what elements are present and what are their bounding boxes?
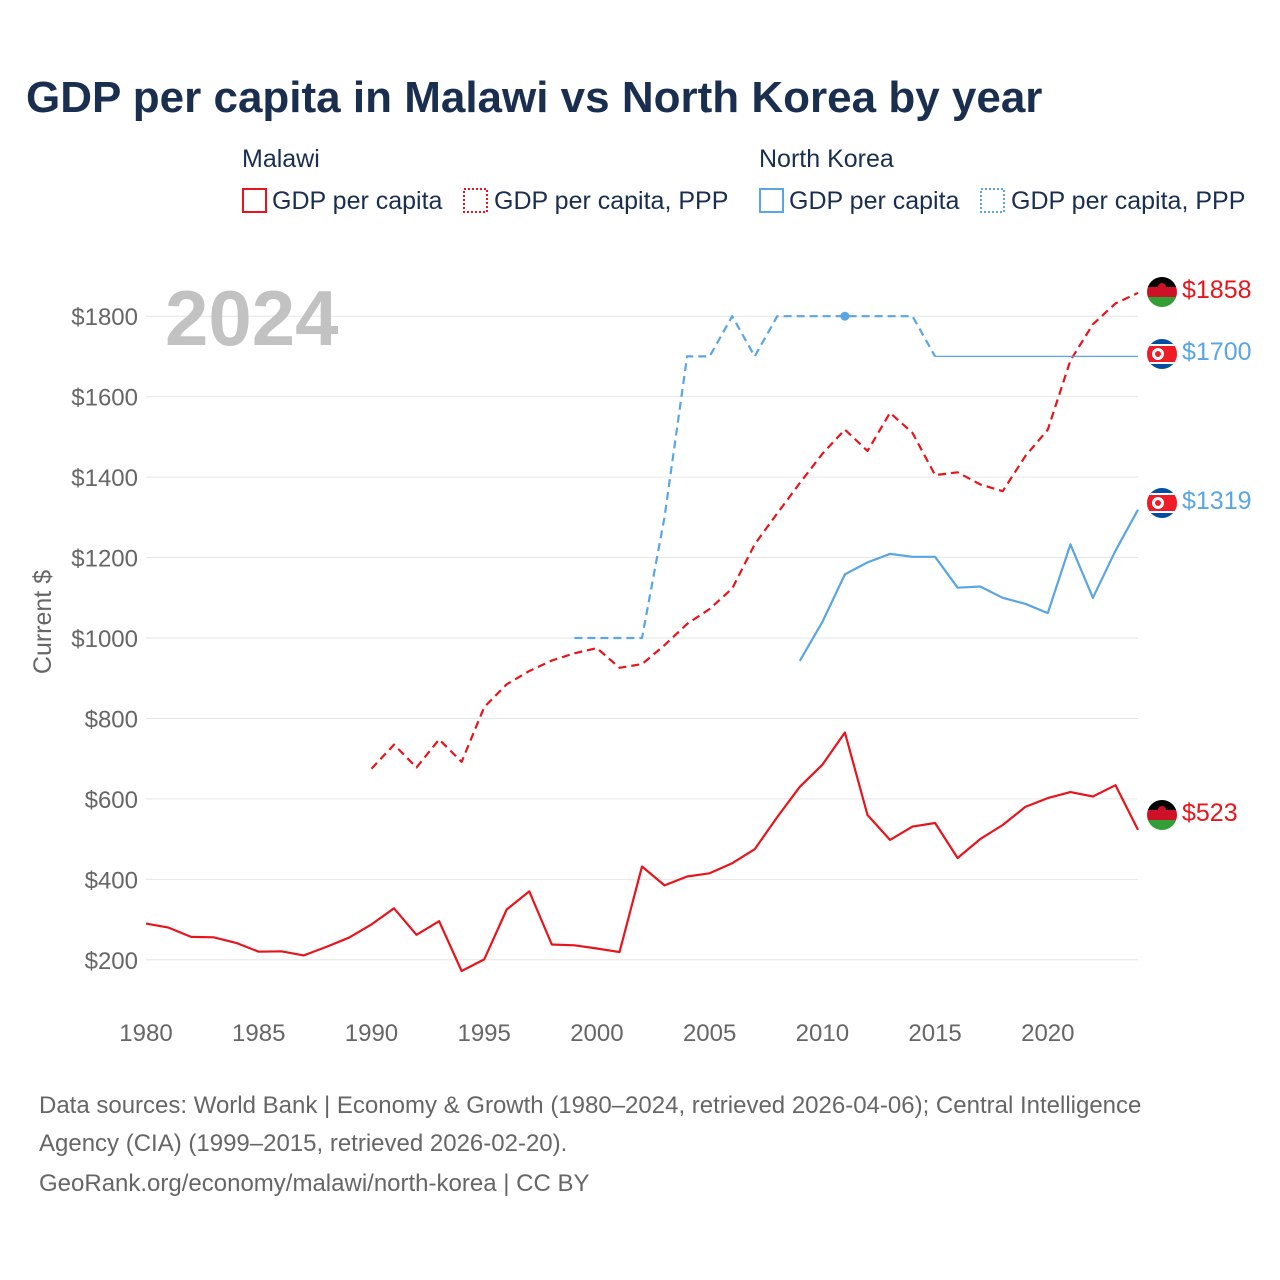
x-tick-label: 1990	[345, 1020, 398, 1047]
year-badge: 2024	[165, 274, 339, 362]
end-marker-nk-ppp: $1700	[1147, 338, 1252, 369]
x-tick-label: 2015	[908, 1020, 961, 1047]
series-line-0	[145, 731, 1139, 973]
x-tick-label: 2010	[796, 1020, 849, 1047]
legend-group-malawi: Malawi	[242, 145, 320, 173]
end-label-malawi-ppp: $1858	[1182, 276, 1252, 304]
legend-item-nk-gdp: GDP per capita	[789, 187, 960, 215]
source-line-2: Agency (CIA) (1999–2015, retrieved 2026-…	[39, 1130, 567, 1157]
legend-item-malawi-gdp: GDP per capita	[272, 187, 443, 215]
footer: Data sources: World Bank | Economy & Gro…	[39, 1092, 1141, 1197]
end-marker-malawi-ppp: $1858	[1147, 276, 1252, 307]
chart-title: GDP per capita in Malawi vs North Korea …	[26, 73, 1042, 122]
legend: Malawi GDP per capita GDP per capita, PP…	[242, 145, 1245, 215]
y-tick-label: $1200	[71, 546, 138, 573]
legend-swatch-malawi-gdp	[242, 188, 267, 213]
highlight-point	[840, 311, 850, 321]
x-tick-label: 1985	[232, 1020, 285, 1047]
legend-swatch-nk-ppp	[980, 188, 1005, 213]
y-tick-label: $1400	[71, 465, 138, 492]
y-tick-label: $1000	[71, 626, 138, 653]
north-korea-flag-icon	[1147, 488, 1177, 518]
legend-item-nk-ppp: GDP per capita, PPP	[1011, 187, 1245, 215]
series	[145, 291, 1139, 973]
source-credit-link[interactable]: GeoRank.org/economy/malawi/north-korea |…	[39, 1170, 589, 1197]
series-line-1	[370, 291, 1139, 770]
source-line-1: Data sources: World Bank | Economy & Gro…	[39, 1092, 1141, 1119]
malawi-flag-icon	[1147, 277, 1177, 307]
legend-swatch-malawi-ppp	[463, 188, 488, 213]
y-tick-label: $600	[85, 787, 138, 814]
y-tick-label: $800	[85, 706, 138, 733]
y-tick-label: $200	[85, 948, 138, 975]
x-tick-label: 2000	[570, 1020, 623, 1047]
series-line-3	[574, 315, 937, 640]
end-label-malawi-gdp: $523	[1182, 799, 1238, 827]
y-tick-label: $400	[85, 867, 138, 894]
y-axis-ticks: $200 $400 $600 $800 $1000 $1200 $1400 $1600 $180…	[71, 304, 138, 975]
y-tick-label: $1600	[71, 385, 138, 412]
x-tick-label: 2005	[683, 1020, 736, 1047]
y-tick-label: $1800	[71, 304, 138, 331]
end-label-nk-gdp: $1319	[1182, 487, 1252, 515]
end-label-nk-ppp: $1700	[1182, 338, 1252, 366]
x-tick-label: 1980	[119, 1020, 172, 1047]
x-tick-label: 1995	[457, 1020, 510, 1047]
x-tick-label: 2020	[1021, 1020, 1074, 1047]
end-marker-malawi-gdp: $523	[1147, 799, 1238, 830]
malawi-flag-icon	[1147, 800, 1177, 830]
end-marker-nk-gdp: $1319	[1147, 487, 1252, 518]
legend-item-malawi-ppp: GDP per capita, PPP	[494, 187, 728, 215]
y-axis-label: Current $	[29, 570, 57, 674]
legend-swatch-nk-gdp	[759, 188, 784, 213]
x-axis-ticks: 1980 1985 1990 1995 2000 2005 2010 2015 2020	[119, 1020, 1074, 1047]
series-line-2	[798, 509, 1139, 662]
north-korea-flag-icon	[1147, 339, 1177, 369]
legend-group-north-korea: North Korea	[759, 145, 894, 173]
